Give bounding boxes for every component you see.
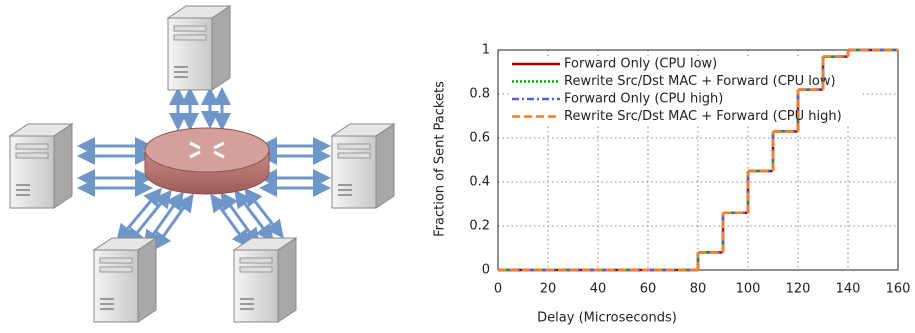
x-tick-label: 100 [736, 282, 761, 297]
legend-label: Forward Only (CPU low) [564, 57, 717, 72]
legend-label: Rewrite Src/Dst MAC + Forward (CPU high) [564, 109, 842, 124]
network-diagram [10, 6, 394, 322]
x-tick-label: 120 [786, 282, 811, 297]
server [10, 124, 72, 208]
y-tick-label: 1 [482, 43, 490, 58]
legend-label: Rewrite Src/Dst MAC + Forward (CPU low) [564, 74, 836, 89]
legend-label: Forward Only (CPU high) [564, 92, 723, 107]
server [94, 238, 156, 322]
x-tick-label: 80 [690, 282, 707, 297]
server [168, 6, 230, 90]
figure: Delay (Microseconds) Fraction of Sent Pa… [0, 0, 915, 329]
y-axis-label: Fraction of Sent Packets [433, 81, 448, 237]
x-tick-label: 160 [886, 282, 911, 297]
x-tick-label: 60 [640, 282, 657, 297]
x-axis-label: Delay (Microseconds) [537, 311, 677, 326]
y-tick-label: 0.8 [469, 87, 490, 102]
y-tick-label: 0.6 [469, 131, 490, 146]
server [234, 238, 296, 322]
x-tick-label: 40 [590, 282, 607, 297]
x-tick-label: 0 [494, 282, 502, 297]
y-tick-label: 0 [482, 263, 490, 278]
page: {"chart_data": {"type": "step", "xlabel"… [0, 0, 915, 333]
server [332, 124, 394, 208]
x-tick-label: 20 [540, 282, 557, 297]
y-tick-label: 0.4 [469, 175, 490, 190]
y-tick-label: 0.2 [469, 219, 490, 234]
x-tick-label: 140 [836, 282, 861, 297]
router [145, 128, 269, 194]
